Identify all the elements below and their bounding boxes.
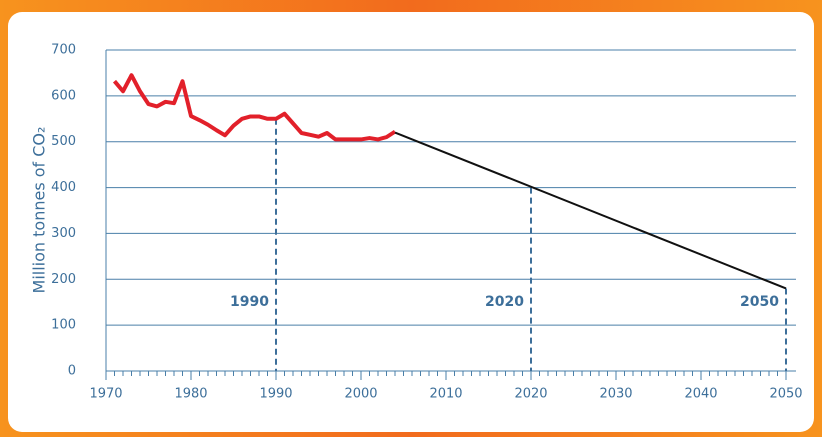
series-line (112, 73, 397, 142)
x-tick-label: 2050 (769, 387, 802, 402)
marker-label: 2020 (485, 294, 524, 310)
series-line (394, 131, 787, 290)
x-tick-label: 2010 (429, 387, 462, 402)
x-tick-label: 1970 (89, 387, 122, 402)
panel (8, 12, 814, 432)
x-tick-label: 1990 (259, 387, 292, 402)
y-tick-label: 0 (68, 364, 76, 379)
y-tick-label: 400 (51, 180, 76, 195)
marker-label: 1990 (230, 294, 269, 310)
y-tick-label: 200 (51, 272, 76, 287)
x-tick-label: 2020 (514, 387, 547, 402)
y-tick-label: 600 (51, 88, 76, 103)
marker-label: 2050 (740, 294, 779, 310)
y-tick-label: 100 (51, 318, 76, 333)
x-tick-label: 1980 (174, 387, 207, 402)
y-tick-label: 500 (51, 134, 76, 149)
y-tick-label: 700 (51, 43, 76, 58)
y-axis-label: Million tonnes of CO₂ (30, 127, 49, 294)
x-tick-label: 2000 (344, 387, 377, 402)
x-tick-label: 2030 (599, 387, 632, 402)
x-tick-label: 2040 (684, 387, 717, 402)
y-tick-label: 300 (51, 226, 76, 241)
